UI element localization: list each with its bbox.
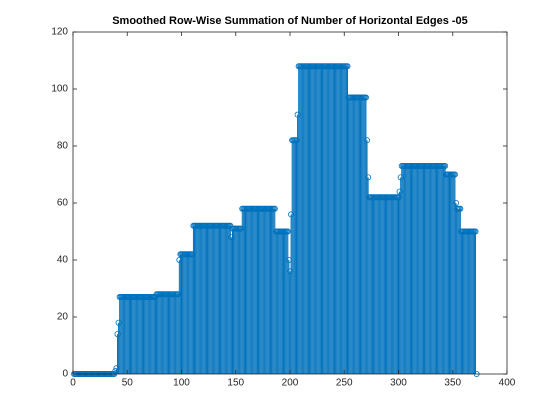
x-tick-label: 400 bbox=[499, 378, 516, 389]
x-tick-label: 350 bbox=[444, 378, 461, 389]
x-tick-label: 50 bbox=[122, 378, 134, 389]
chart-title: Smoothed Row-Wise Summation of Number of… bbox=[112, 15, 468, 27]
stem-marker bbox=[271, 205, 278, 212]
y-tick-label: 120 bbox=[51, 27, 68, 38]
stem-marker bbox=[472, 228, 479, 235]
y-tick-label: 40 bbox=[57, 255, 69, 266]
x-tick-label: 150 bbox=[227, 378, 244, 389]
stem-marker bbox=[457, 205, 464, 212]
stem-marker bbox=[344, 63, 351, 70]
x-tick-label: 100 bbox=[173, 378, 190, 389]
stem-marker bbox=[451, 171, 458, 178]
x-tick-label: 200 bbox=[282, 378, 299, 389]
x-tick-label: 0 bbox=[70, 378, 76, 389]
stem-marker bbox=[442, 162, 449, 169]
y-tick-label: 100 bbox=[51, 84, 68, 95]
stem-marker bbox=[362, 94, 369, 101]
y-tick-label: 80 bbox=[57, 141, 69, 152]
y-tick-label: 60 bbox=[57, 198, 69, 209]
stems bbox=[71, 63, 480, 377]
y-tick-label: 0 bbox=[62, 369, 68, 380]
stem-marker bbox=[365, 174, 372, 181]
stem-marker bbox=[284, 228, 291, 235]
stem-marker bbox=[453, 199, 460, 206]
y-tick-label: 20 bbox=[57, 312, 69, 323]
x-tick-label: 250 bbox=[336, 378, 353, 389]
x-tick-label: 300 bbox=[390, 378, 407, 389]
stem-marker bbox=[364, 137, 371, 144]
